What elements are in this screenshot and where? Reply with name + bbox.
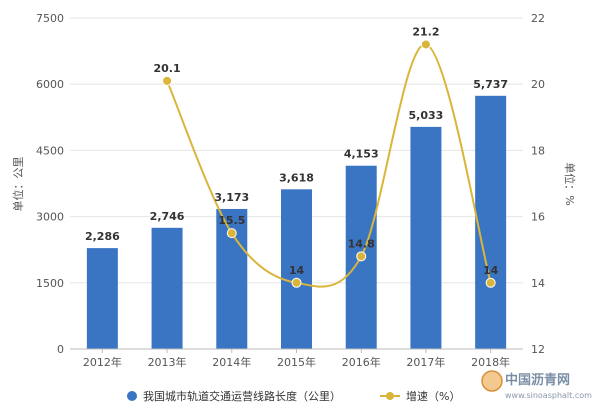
line-point: [420, 39, 431, 50]
x-tick-label: 2012年: [83, 355, 122, 369]
line-data-label: 14: [289, 264, 305, 277]
bars-layer: [86, 95, 507, 350]
grid-layer: [70, 17, 523, 284]
y-left-tick-label: 4500: [36, 144, 64, 157]
y-right-tick-label: 22: [531, 12, 545, 25]
legend-bar-label: 我国城市轨道交通运营线路长度（公里）: [143, 389, 341, 403]
bar: [475, 95, 507, 349]
bar-data-label: 2,286: [85, 230, 120, 243]
line-point: [485, 277, 496, 288]
x-tick-label: 2016年: [342, 355, 381, 369]
y-right-tick-label: 16: [531, 211, 545, 224]
line-point: [226, 228, 237, 239]
bar-data-label: 4,153: [344, 148, 379, 161]
watermark: 中国沥青网 www.sinoasphalt.com: [481, 370, 592, 400]
growth-rate-line: [166, 43, 492, 288]
bar-data-label: 5,737: [473, 78, 508, 91]
y-left-axis-title: 单位：公里: [11, 157, 25, 212]
x-tick-label: 2014年: [212, 355, 251, 369]
legend: 我国城市轨道交通运营线路长度（公里） 增速（%）: [127, 389, 460, 403]
bar: [410, 126, 442, 350]
watermark-text: 中国沥青网: [505, 372, 570, 388]
x-tick-label: 2018年: [471, 355, 510, 369]
legend-line-label: 增速（%）: [406, 389, 460, 403]
x-tick-label: 2013年: [148, 355, 187, 369]
y-right-tick-label: 20: [531, 78, 545, 91]
watermark-url: www.sinoasphalt.com: [505, 391, 592, 400]
line-point: [291, 277, 302, 288]
line-data-label: 20.1: [154, 62, 181, 75]
x-tick-label: 2017年: [406, 355, 445, 369]
y-left-tick-label: 0: [57, 343, 64, 356]
y-left-tick-label: 3000: [36, 211, 64, 224]
bar-data-label: 3,618: [279, 171, 314, 184]
labels-layer: 2,286 2,746 3,173 3,618 4,153 5,033 5,737 20.1 1…: [85, 25, 508, 276]
watermark-logo-icon: [481, 370, 503, 392]
line-data-label: 14: [483, 264, 499, 277]
x-tick-label: 2015年: [277, 355, 316, 369]
legend-bar-marker: [127, 391, 137, 401]
line-data-label: 21.2: [412, 25, 439, 38]
line-data-label: 15.5: [218, 214, 245, 227]
y-right-tick-label: 12: [531, 343, 545, 356]
axes-layer: 0 1500 3000 4500 6000 7500 12 14 16 18 20 22 2012年 20…: [36, 12, 545, 369]
legend-line-dot: [386, 392, 394, 400]
bar: [86, 248, 118, 349]
y-left-tick-label: 7500: [36, 12, 64, 25]
bar-data-label: 5,033: [409, 109, 444, 122]
line-point: [356, 251, 367, 262]
line-point: [162, 75, 173, 86]
y-right-tick-label: 18: [531, 144, 545, 157]
y-left-tick-label: 1500: [36, 277, 64, 290]
bar: [281, 189, 312, 349]
bar: [151, 227, 183, 349]
line-data-label: 14.8: [348, 237, 375, 250]
y-right-axis-title: 单位：%: [563, 162, 577, 205]
bar-data-label: 2,746: [150, 210, 185, 223]
y-left-tick-label: 6000: [36, 78, 64, 91]
bar-data-label: 3,173: [214, 191, 249, 204]
line-layer: [162, 39, 496, 288]
y-right-tick-label: 14: [531, 277, 545, 290]
